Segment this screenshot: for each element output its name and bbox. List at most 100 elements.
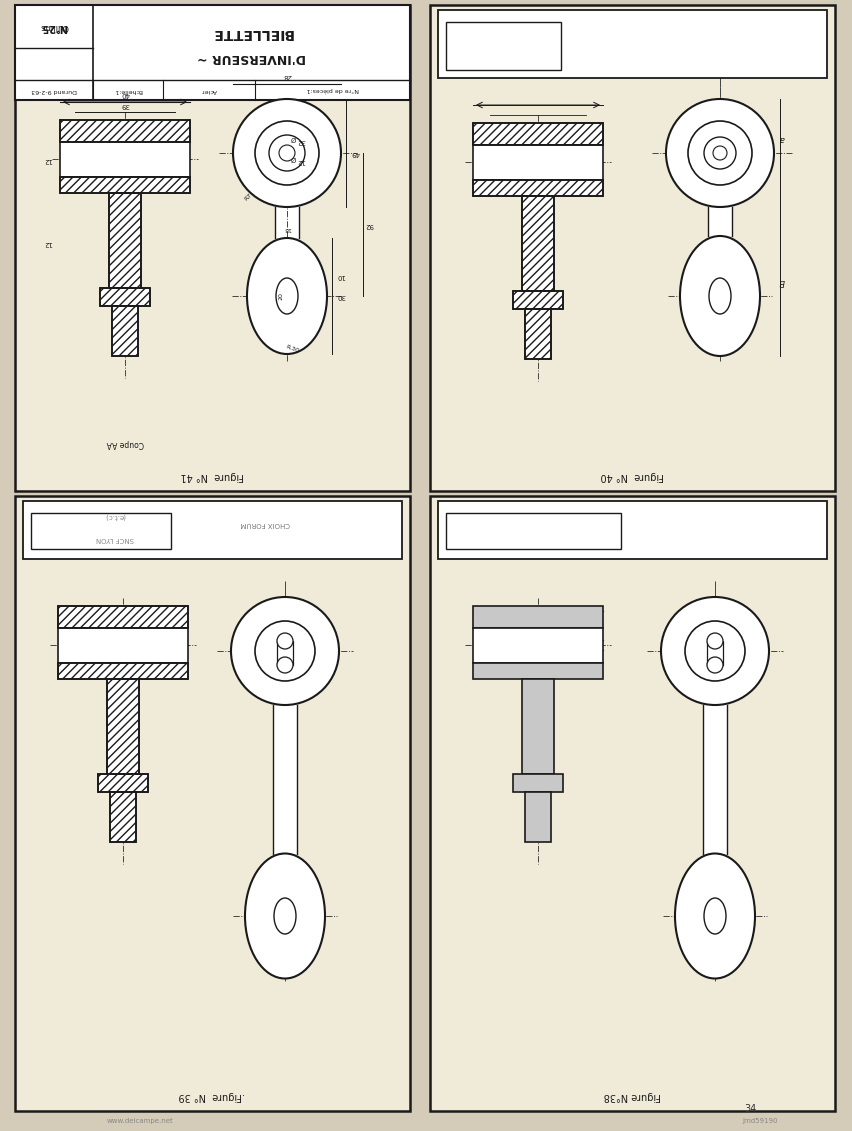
Ellipse shape bbox=[273, 898, 296, 934]
Bar bbox=[60, 120, 190, 143]
Circle shape bbox=[703, 137, 735, 169]
Bar bbox=[707, 207, 731, 236]
Bar bbox=[58, 663, 187, 679]
Text: Ø: Ø bbox=[290, 158, 296, 164]
Ellipse shape bbox=[679, 236, 759, 356]
Text: Figure  N° 40: Figure N° 40 bbox=[600, 470, 663, 481]
Ellipse shape bbox=[708, 278, 730, 314]
Circle shape bbox=[233, 100, 341, 207]
Text: D'INVERSEUR ~: D'INVERSEUR ~ bbox=[197, 51, 306, 63]
Bar bbox=[524, 792, 550, 841]
Bar bbox=[524, 309, 550, 359]
Bar bbox=[473, 123, 602, 145]
Text: Figure  N° 41: Figure N° 41 bbox=[180, 470, 244, 481]
Bar bbox=[100, 288, 150, 307]
Bar bbox=[437, 10, 826, 78]
Text: R7: R7 bbox=[243, 192, 252, 201]
Text: Coupe AA: Coupe AA bbox=[106, 439, 143, 448]
Text: Acier: Acier bbox=[201, 87, 216, 93]
Ellipse shape bbox=[703, 898, 725, 934]
Bar bbox=[473, 180, 602, 196]
Bar bbox=[58, 606, 187, 628]
Text: 49: 49 bbox=[350, 150, 359, 156]
Bar bbox=[58, 606, 187, 628]
Bar bbox=[58, 663, 187, 679]
Circle shape bbox=[688, 121, 751, 185]
Bar bbox=[274, 207, 299, 238]
Text: 32: 32 bbox=[296, 138, 305, 144]
Ellipse shape bbox=[674, 854, 754, 978]
Bar bbox=[429, 497, 834, 1111]
Bar bbox=[429, 5, 834, 491]
Text: Figure N°38: Figure N°38 bbox=[602, 1091, 659, 1100]
Bar bbox=[58, 628, 187, 663]
Circle shape bbox=[255, 621, 314, 681]
Circle shape bbox=[684, 621, 744, 681]
Bar bbox=[702, 705, 726, 854]
Bar bbox=[473, 628, 602, 663]
Ellipse shape bbox=[247, 238, 326, 354]
Circle shape bbox=[268, 135, 305, 171]
Text: 12: 12 bbox=[43, 240, 52, 247]
Text: .Figure  N° 39: .Figure N° 39 bbox=[179, 1091, 245, 1100]
Bar bbox=[15, 5, 410, 100]
Text: N°re de pièces:1: N°re de pièces:1 bbox=[306, 87, 359, 93]
Text: 30: 30 bbox=[336, 293, 345, 299]
Text: Oullins: Oullins bbox=[39, 21, 68, 31]
Bar bbox=[110, 792, 135, 841]
Text: 20: 20 bbox=[278, 292, 283, 300]
Bar bbox=[521, 196, 553, 291]
Bar bbox=[473, 123, 602, 145]
Bar bbox=[100, 288, 150, 307]
Bar bbox=[512, 291, 562, 309]
Bar bbox=[112, 307, 138, 356]
Text: 18: 18 bbox=[283, 225, 291, 231]
Bar bbox=[109, 193, 141, 288]
Ellipse shape bbox=[245, 854, 325, 978]
Text: SNCF LYON: SNCF LYON bbox=[95, 536, 134, 542]
Text: 39: 39 bbox=[120, 102, 130, 107]
Bar bbox=[473, 145, 602, 180]
Text: 12: 12 bbox=[296, 158, 305, 164]
Bar bbox=[512, 291, 562, 309]
Text: B: B bbox=[778, 276, 784, 285]
Circle shape bbox=[712, 146, 726, 159]
Bar bbox=[98, 774, 148, 792]
Ellipse shape bbox=[276, 278, 297, 314]
Bar bbox=[15, 5, 410, 491]
Bar bbox=[473, 606, 602, 628]
Text: CHOIX FORUM: CHOIX FORUM bbox=[240, 521, 290, 527]
Bar bbox=[60, 120, 190, 143]
Bar bbox=[106, 679, 139, 774]
Bar bbox=[60, 176, 190, 193]
Text: R.30: R.30 bbox=[285, 344, 299, 354]
Text: 34: 34 bbox=[743, 1104, 755, 1114]
Bar bbox=[273, 705, 296, 854]
Text: (e.t.c): (e.t.c) bbox=[105, 512, 125, 519]
Bar bbox=[60, 143, 190, 176]
Circle shape bbox=[255, 121, 319, 185]
Circle shape bbox=[279, 145, 295, 161]
Text: Echelle:1: Echelle:1 bbox=[113, 87, 142, 93]
Bar bbox=[112, 307, 138, 356]
Bar bbox=[106, 679, 139, 774]
Text: www.delcampe.net: www.delcampe.net bbox=[106, 1119, 173, 1124]
Bar bbox=[15, 497, 410, 1111]
Text: BIELLETTE: BIELLETTE bbox=[210, 26, 292, 40]
Bar bbox=[60, 176, 190, 193]
Circle shape bbox=[277, 657, 292, 673]
Bar bbox=[512, 774, 562, 792]
Bar bbox=[31, 513, 170, 549]
Bar bbox=[277, 641, 292, 665]
Bar bbox=[23, 501, 401, 559]
Bar bbox=[446, 513, 620, 549]
Circle shape bbox=[706, 633, 722, 649]
Bar bbox=[521, 196, 553, 291]
Bar bbox=[524, 309, 550, 359]
Bar bbox=[446, 21, 561, 70]
Circle shape bbox=[660, 597, 769, 705]
Bar bbox=[110, 792, 135, 841]
Circle shape bbox=[706, 657, 722, 673]
Circle shape bbox=[231, 597, 338, 705]
Bar bbox=[98, 774, 148, 792]
